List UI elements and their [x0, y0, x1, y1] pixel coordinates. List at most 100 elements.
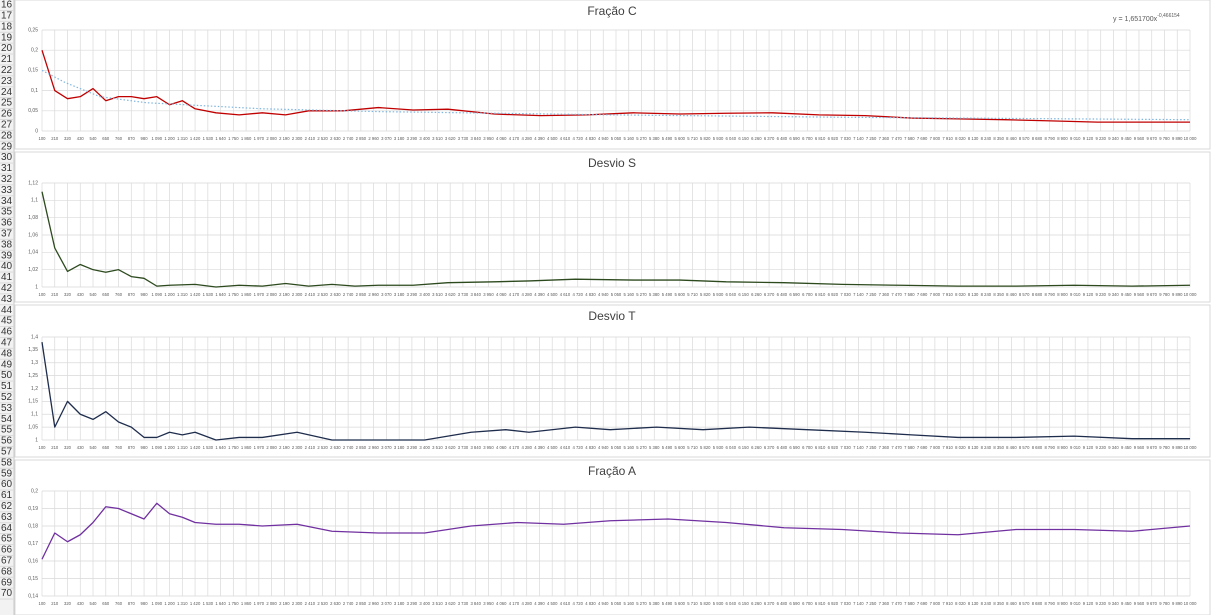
row-number: 68: [1, 566, 13, 577]
row-number: 70: [1, 588, 13, 599]
x-tick-label: 4 500: [547, 445, 558, 450]
x-tick-label: 9 780: [1159, 601, 1170, 606]
x-tick-label: 4 060: [496, 445, 507, 450]
x-tick-label: 6 920: [828, 601, 839, 606]
x-tick-label: 9 560: [1134, 445, 1145, 450]
x-tick-label: 4 940: [598, 445, 609, 450]
x-tick-label: 6 040: [726, 136, 737, 141]
x-tick-label: 10 000: [1184, 445, 1197, 450]
x-tick-label: 9 890: [1172, 292, 1183, 297]
x-tick-label: 3 950: [483, 292, 494, 297]
x-tick-label: 1 970: [254, 136, 265, 141]
x-tick-label: 9 230: [1095, 136, 1106, 141]
x-tick-label: 5 050: [611, 292, 622, 297]
x-tick-label: 6 150: [738, 601, 749, 606]
x-tick-label: 2 740: [343, 292, 354, 297]
x-tick-label: 8 570: [1019, 445, 1030, 450]
y-tick-label: 1,08: [28, 215, 38, 221]
x-tick-label: 9 340: [1108, 136, 1119, 141]
row-number: 36: [1, 218, 13, 229]
y-tick-label: 1,2: [31, 386, 38, 392]
x-tick-label: 8 130: [968, 292, 979, 297]
row-number: 33: [1, 185, 13, 196]
x-tick-label: 8 240: [981, 445, 992, 450]
x-tick-label: 1 860: [241, 445, 252, 450]
chart-frame: [14, 304, 1211, 458]
x-tick-label: 1 200: [164, 136, 175, 141]
x-tick-label: 9 450: [1121, 292, 1132, 297]
x-tick-label: 1 420: [190, 445, 201, 450]
row-number: 57: [1, 447, 13, 458]
x-tick-label: 1 200: [164, 445, 175, 450]
x-tick-label: 4 720: [572, 136, 583, 141]
row-number: 69: [1, 577, 13, 588]
x-tick-label: 3 950: [483, 136, 494, 141]
x-tick-label: 1 860: [241, 136, 252, 141]
x-tick-label: 6 810: [815, 445, 826, 450]
x-tick-label: 8 020: [955, 601, 966, 606]
x-tick-label: 7 140: [853, 136, 864, 141]
y-tick-label: 0,25: [28, 27, 38, 33]
x-tick-label: 5 050: [611, 601, 622, 606]
x-tick-label: 8 460: [1006, 601, 1017, 606]
y-tick-label: 1,15: [28, 399, 38, 405]
x-tick-label: 2 740: [343, 601, 354, 606]
x-tick-label: 8 460: [1006, 292, 1017, 297]
row-number: 62: [1, 501, 13, 512]
x-tick-label: 7 800: [930, 292, 941, 297]
x-tick-label: 6 370: [764, 445, 775, 450]
x-tick-label: 8 570: [1019, 136, 1030, 141]
row-number: 34: [1, 196, 13, 207]
x-tick-label: 650: [102, 601, 110, 606]
x-tick-label: 1 640: [215, 601, 226, 606]
x-tick-label: 1 310: [177, 136, 188, 141]
x-tick-label: 7 030: [840, 601, 851, 606]
x-tick-label: 7 140: [853, 445, 864, 450]
x-tick-label: 8 790: [1044, 601, 1055, 606]
x-tick-label: 2 520: [317, 601, 328, 606]
x-tick-label: 1 090: [152, 292, 163, 297]
x-tick-label: 9 010: [1070, 292, 1081, 297]
y-tick-label: 1,12: [28, 180, 38, 186]
x-tick-label: 7 250: [866, 292, 877, 297]
row-number: 16: [1, 0, 13, 11]
x-tick-label: 3 620: [445, 136, 456, 141]
row-number: 29: [1, 141, 13, 152]
row-number: 23: [1, 76, 13, 87]
x-tick-label: 540: [90, 601, 98, 606]
x-tick-label: 1 860: [241, 292, 252, 297]
y-tick-label: 1,3: [31, 360, 38, 366]
x-tick-label: 5 820: [700, 136, 711, 141]
x-tick-label: 5 820: [700, 292, 711, 297]
x-tick-label: 8 900: [1057, 136, 1068, 141]
x-tick-label: 1 640: [215, 136, 226, 141]
x-tick-label: 1 750: [228, 601, 239, 606]
x-tick-label: 7 910: [942, 445, 953, 450]
x-tick-label: 5 270: [636, 601, 647, 606]
x-tick-label: 4 390: [534, 445, 545, 450]
x-tick-label: 9 780: [1159, 136, 1170, 141]
x-tick-label: 2 080: [266, 445, 277, 450]
x-tick-label: 9 120: [1083, 292, 1094, 297]
x-tick-label: 650: [102, 136, 110, 141]
x-tick-label: 3 070: [381, 136, 392, 141]
chart: Fração A 0,14 0,15 0,16 0,17 0,18 0,19 0,2 100 21…: [14, 459, 1211, 615]
x-tick-label: 5 930: [713, 445, 724, 450]
x-tick-label: 2 080: [266, 292, 277, 297]
x-tick-label: 100: [39, 601, 47, 606]
x-tick-label: 4 390: [534, 601, 545, 606]
x-tick-label: 7 800: [930, 601, 941, 606]
x-tick-label: 9 230: [1095, 445, 1106, 450]
trend-line: [41, 69, 1191, 121]
x-tick-label: 2 850: [356, 292, 367, 297]
y-tick-label: 0,15: [28, 576, 38, 582]
x-tick-label: 7 470: [891, 601, 902, 606]
x-tick-label: 100: [39, 445, 47, 450]
x-tick-label: 980: [141, 292, 149, 297]
x-tick-label: 320: [64, 292, 72, 297]
x-tick-label: 5 600: [675, 601, 686, 606]
x-tick-label: 9 230: [1095, 601, 1106, 606]
x-tick-label: 7 250: [866, 445, 877, 450]
x-tick-label: 5 490: [662, 136, 673, 141]
x-tick-label: 10 000: [1184, 292, 1197, 297]
